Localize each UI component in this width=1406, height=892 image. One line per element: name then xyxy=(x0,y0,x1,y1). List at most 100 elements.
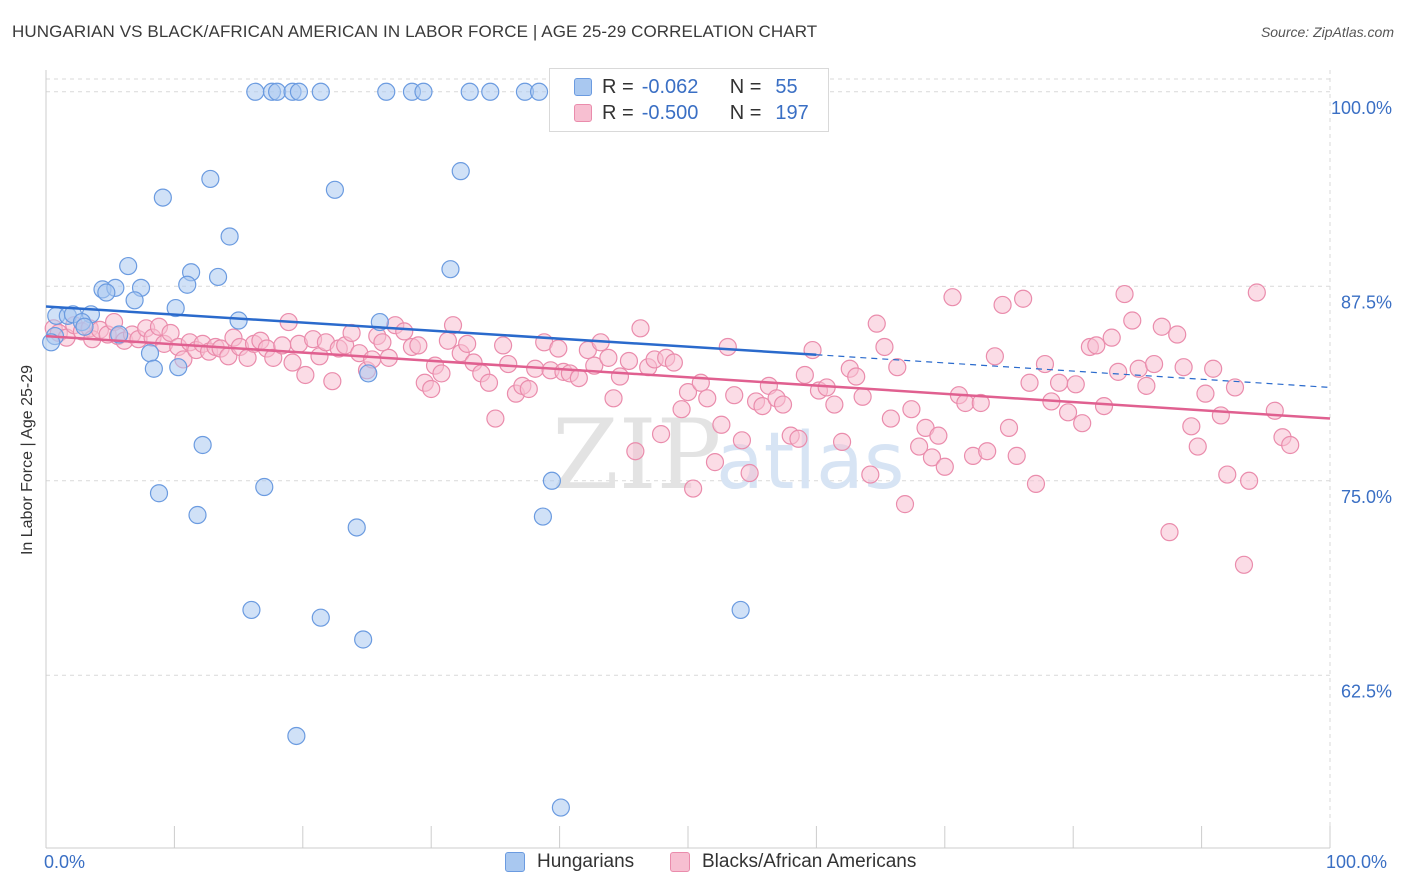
point-black xyxy=(569,368,588,388)
point-black xyxy=(1225,378,1245,397)
point-black xyxy=(803,340,822,360)
point-black xyxy=(1234,555,1254,574)
point-black xyxy=(519,379,538,399)
point-black xyxy=(1087,336,1106,355)
point-black xyxy=(283,353,302,372)
point-black xyxy=(458,334,477,353)
point-black xyxy=(1174,358,1193,377)
point-black xyxy=(1204,359,1223,378)
point-hungarian xyxy=(166,298,185,318)
point-hungarian xyxy=(242,600,261,620)
point-black xyxy=(861,465,880,484)
legend-n-label: N = xyxy=(729,75,762,98)
point-black xyxy=(705,453,725,472)
point-black xyxy=(993,295,1012,315)
point-black xyxy=(409,336,428,355)
point-black xyxy=(1102,328,1121,347)
point-black xyxy=(725,386,744,405)
point-hungarian xyxy=(119,256,138,276)
point-black xyxy=(753,396,772,416)
y-tick-label: 75.0% xyxy=(1341,487,1392,507)
point-hungarian xyxy=(414,82,433,101)
point-black xyxy=(881,409,900,428)
point-hungarian xyxy=(551,798,570,817)
point-black xyxy=(432,364,451,383)
point-black xyxy=(264,348,283,367)
point-hungarian xyxy=(178,275,197,294)
point-hungarian xyxy=(311,82,330,101)
point-hungarian xyxy=(153,188,172,207)
point-black xyxy=(672,400,691,419)
y-tick-label: 87.5% xyxy=(1341,292,1392,312)
source-label: Source: ZipAtlas.com xyxy=(1260,24,1394,40)
point-hungarian xyxy=(193,435,212,455)
y-tick-label: 62.5% xyxy=(1341,681,1392,701)
point-black xyxy=(494,336,513,355)
point-black xyxy=(599,348,618,367)
point-black xyxy=(479,373,499,392)
watermark-atlas: atlas xyxy=(716,417,905,507)
bottom-legend-label-hungarians: Hungarians xyxy=(537,851,635,872)
point-black xyxy=(296,365,315,385)
point-black xyxy=(875,337,894,357)
point-hungarian xyxy=(144,359,163,378)
point-black xyxy=(626,442,645,461)
point-black xyxy=(732,431,752,450)
point-black xyxy=(1160,523,1179,542)
point-black xyxy=(1144,354,1164,374)
point-hungarian xyxy=(125,291,144,310)
point-hungarian xyxy=(359,364,378,383)
point-hungarian xyxy=(451,162,470,181)
point-hungarian xyxy=(255,477,274,497)
point-hungarian xyxy=(188,505,207,525)
y-tick-label: 100.0% xyxy=(1331,98,1392,118)
point-hungarian xyxy=(201,169,220,189)
legend-r-label: R = xyxy=(602,101,634,124)
legend-swatch-blacks xyxy=(574,104,592,122)
trend-lines xyxy=(45,305,1331,420)
point-black xyxy=(1281,435,1300,455)
point-black xyxy=(943,288,962,307)
point-black xyxy=(1168,325,1187,344)
point-black xyxy=(499,354,518,374)
point-black xyxy=(395,322,414,341)
point-hungarian xyxy=(169,358,188,377)
point-black xyxy=(1109,362,1128,381)
point-black xyxy=(971,393,990,413)
point-black xyxy=(619,351,639,371)
point-black xyxy=(825,395,844,414)
point-hungarian xyxy=(481,82,500,101)
point-black xyxy=(789,429,808,448)
point-hungarian xyxy=(97,283,116,302)
point-black xyxy=(1035,354,1055,374)
point-black xyxy=(832,432,852,451)
point-hungarian xyxy=(529,82,549,101)
point-hungarian xyxy=(208,267,228,287)
point-hungarian xyxy=(289,82,309,101)
point-black xyxy=(684,479,703,498)
point-black xyxy=(1265,401,1284,420)
point-black xyxy=(1066,375,1085,394)
point-black xyxy=(631,319,650,338)
legend-n-value: 197 xyxy=(775,101,809,124)
point-hungarian xyxy=(533,507,553,526)
point-black xyxy=(773,395,793,414)
point-hungarian xyxy=(287,726,306,746)
point-black xyxy=(438,331,457,350)
point-black xyxy=(604,389,623,408)
point-black xyxy=(929,426,948,445)
point-hungarian xyxy=(110,325,129,344)
point-hungarian xyxy=(347,518,366,537)
point-black xyxy=(795,365,814,385)
legend-r-value: -0.500 xyxy=(641,101,699,124)
point-black xyxy=(1152,317,1171,336)
legend-n-value: 55 xyxy=(775,75,798,98)
point-black xyxy=(1115,284,1134,304)
point-black xyxy=(867,314,886,333)
point-black xyxy=(664,353,683,372)
point-black xyxy=(422,379,441,399)
point-black xyxy=(853,387,872,406)
point-hungarian xyxy=(441,260,460,279)
point-hungarian xyxy=(75,317,94,336)
